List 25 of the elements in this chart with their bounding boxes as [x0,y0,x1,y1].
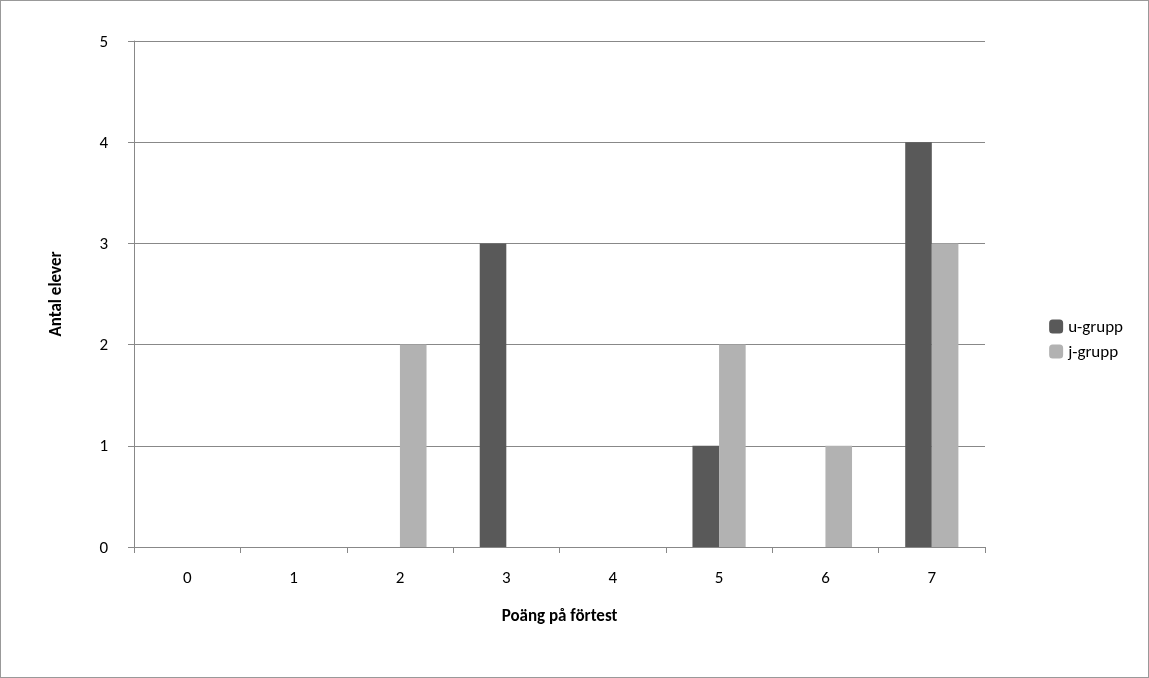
bar [399,344,427,547]
bar [719,344,746,547]
y-axis-title: Antal elever [45,251,66,337]
y-tick-label: 3 [99,232,108,254]
x-axis-title: Poäng på förtest [501,605,618,626]
y-tick-label: 1 [99,435,108,457]
x-tick-label: 7 [927,567,937,588]
x-tick-label: 1 [289,567,298,588]
x-tick-label: 4 [608,567,618,588]
y-tick-label: 0 [99,536,109,558]
x-tick-label: 3 [502,567,511,588]
bar [931,243,959,547]
bar [905,142,932,547]
x-tick-label: 2 [395,567,405,588]
bar [479,243,507,547]
bar [692,445,720,547]
y-tick-label: 4 [99,131,109,153]
x-tick-label: 6 [821,567,831,588]
x-tick-label: 0 [182,567,192,588]
legend-label: j-grupp [1067,341,1119,362]
x-tick-label: 5 [714,567,724,588]
y-tick-label: 5 [99,30,108,52]
bar [825,445,853,547]
y-tick-label: 2 [99,334,108,356]
legend-label: u-grupp [1068,316,1124,337]
